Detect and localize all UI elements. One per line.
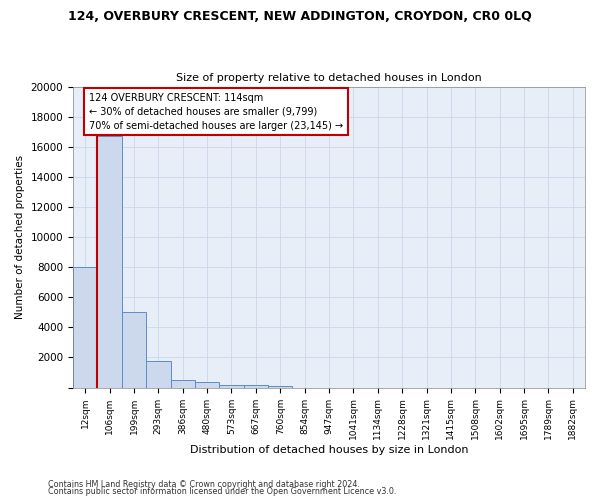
X-axis label: Distribution of detached houses by size in London: Distribution of detached houses by size … — [190, 445, 468, 455]
Bar — [220, 384, 244, 388]
Y-axis label: Number of detached properties: Number of detached properties — [15, 155, 25, 319]
Text: 124 OVERBURY CRESCENT: 114sqm
← 30% of detached houses are smaller (9,799)
70% o: 124 OVERBURY CRESCENT: 114sqm ← 30% of d… — [89, 92, 343, 130]
Text: 124, OVERBURY CRESCENT, NEW ADDINGTON, CROYDON, CR0 0LQ: 124, OVERBURY CRESCENT, NEW ADDINGTON, C… — [68, 10, 532, 23]
Bar — [122, 312, 146, 388]
Bar — [170, 380, 195, 388]
Bar — [268, 386, 292, 388]
Bar — [244, 386, 268, 388]
Bar — [195, 382, 220, 388]
Text: Contains public sector information licensed under the Open Government Licence v3: Contains public sector information licen… — [48, 487, 397, 496]
Bar — [146, 360, 170, 388]
Title: Size of property relative to detached houses in London: Size of property relative to detached ho… — [176, 73, 482, 83]
Bar — [97, 136, 122, 388]
Text: Contains HM Land Registry data © Crown copyright and database right 2024.: Contains HM Land Registry data © Crown c… — [48, 480, 360, 489]
Bar — [73, 267, 97, 388]
